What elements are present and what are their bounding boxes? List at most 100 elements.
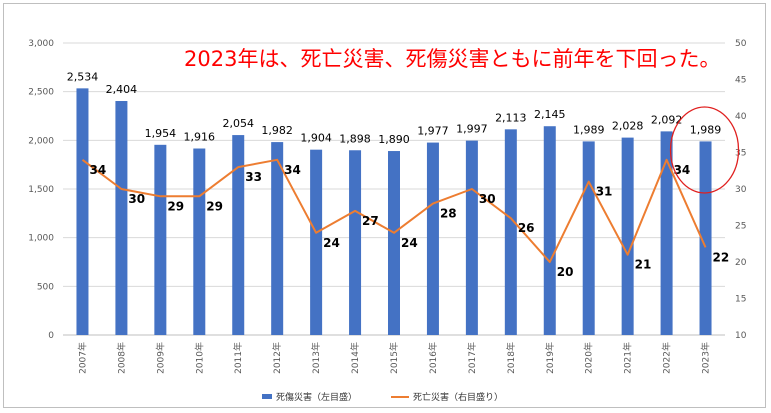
bar-value-label: 1,916 [184,131,216,144]
bar-value-label: 2,534 [67,70,99,83]
bar [271,142,284,335]
line-value-label: 21 [635,258,652,272]
bar [426,142,439,335]
right-tick-label: 45 [735,76,746,86]
bar-value-label: 2,092 [651,113,683,126]
x-tick-label: 2010年 [193,342,205,374]
line-value-label: 31 [596,185,613,199]
left-tick-label: 0 [48,331,54,341]
left-tick-label: 1,500 [28,185,54,195]
right-tick-label: 40 [735,112,747,122]
legend-bar-label: 死傷災害（左目盛） [276,391,357,403]
bar-value-label: 2,145 [534,108,566,121]
bar-value-label: 1,989 [573,123,605,136]
line-value-label: 27 [362,214,379,228]
line-value-label: 29 [167,199,184,213]
x-tick-label: 2018年 [505,342,517,374]
headline-text: 2023年は、死亡災害、死傷災害ともに前年を下回った。 [184,47,720,71]
bar-value-label: 1,890 [378,133,410,146]
right-tick-label: 35 [735,149,746,159]
right-tick-label: 50 [735,39,747,49]
bar [193,148,206,335]
line-value-label: 28 [440,207,457,221]
x-tick-label: 2008年 [115,342,127,374]
bar [465,140,478,335]
bar [660,131,673,335]
bar [154,144,167,335]
bar [115,101,128,335]
x-tick-label: 2016年 [427,342,439,374]
chart-frame [3,3,766,408]
right-tick-label: 30 [735,185,747,195]
bar-value-label: 1,898 [339,132,371,145]
right-axis-ticks: 10 15 20 25 30 35 40 45 50 [735,39,747,341]
x-tick-label: 2019年 [544,342,556,374]
right-tick-label: 25 [735,222,746,232]
bar-value-label: 1,997 [456,123,488,136]
line-value-label: 26 [518,221,535,235]
line-value-label: 34 [89,163,106,177]
x-tick-label: 2011年 [232,342,244,374]
bar-value-label: 1,954 [145,127,177,140]
x-tick-label: 2017年 [466,342,478,374]
bar-series [76,88,712,335]
legend-line-label: 死亡災害（右目盛り） [413,391,503,403]
left-tick-label: 2,500 [28,88,54,98]
line-value-label: 30 [128,192,145,206]
x-tick-label: 2023年 [700,342,712,374]
line-value-label: 33 [245,170,262,184]
right-tick-label: 20 [735,258,747,268]
bar-value-label: 1,989 [690,123,722,136]
bar-value-label: 1,982 [261,124,293,137]
death-line [81,158,707,263]
bar-value-label: 1,904 [300,132,332,145]
legend-bar-swatch [262,394,272,399]
x-tick-label: 2015年 [388,342,400,374]
bar-value-label: 2,054 [222,117,254,130]
line-value-label: 24 [323,236,340,250]
left-tick-label: 500 [37,282,54,292]
bar [621,137,634,335]
legend: 死傷災害（左目盛） 死亡災害（右目盛り） [262,391,503,403]
line-value-label: 20 [557,265,574,279]
line-series [81,158,707,263]
left-tick-label: 3,000 [28,39,54,49]
bar [76,88,89,335]
line-value-label: 22 [713,250,730,264]
line-value-label: 30 [479,192,496,206]
line-value-label: 24 [401,236,418,250]
right-tick-label: 10 [735,331,747,341]
left-tick-label: 1,000 [28,234,54,244]
x-tick-label: 2013年 [310,342,322,374]
bar [582,141,595,335]
line-value-labels: 34 30 29 29 33 34 24 27 24 28 30 26 20 31 21 34 22 [89,163,729,279]
x-tick-label: 2020年 [583,342,595,374]
x-axis-tick-labels: 2007年 2008年 2009年 2010年 2011年 2012年 2013年 2014年… [76,342,711,374]
line-value-label: 34 [284,163,301,177]
left-axis-ticks: 0 500 1,000 1,500 2,000 2,500 3,000 [28,39,54,341]
left-tick-label: 2,000 [28,136,54,146]
bar-value-label: 2,404 [106,83,138,96]
bar [349,150,362,335]
highlight-circle-2023 [669,106,740,194]
gridlines [63,42,725,287]
line-value-label: 34 [674,163,691,177]
bar-value-label: 2,028 [612,120,644,133]
bar [543,126,556,335]
bar [504,129,517,335]
x-tick-label: 2009年 [154,342,166,374]
right-tick-label: 15 [735,295,746,305]
bar [310,149,323,335]
x-tick-label: 2022年 [661,342,673,374]
x-tick-label: 2014年 [349,342,361,374]
bar [232,135,245,335]
bar-value-label: 2,113 [495,111,527,124]
bar [699,141,712,335]
x-tick-label: 2007年 [76,342,88,374]
x-tick-label: 2012年 [271,342,283,374]
line-value-label: 29 [206,199,223,213]
x-tick-label: 2021年 [622,342,634,374]
bar [388,151,400,335]
bar-value-labels: 2,534 2,404 1,954 1,916 2,054 1,982 1,904 1,898… [67,70,722,146]
